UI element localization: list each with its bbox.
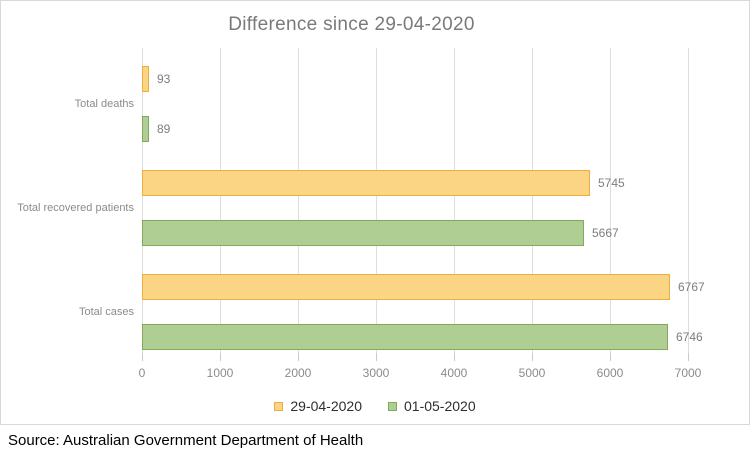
bar-value-label: 5667 <box>592 226 619 240</box>
x-tick-label: 5000 <box>518 366 546 380</box>
chart-title: Difference since 29-04-2020 <box>228 14 475 35</box>
axis-tick <box>532 353 533 361</box>
legend-swatch-yellow <box>274 401 284 411</box>
bar-value-label: 5745 <box>598 176 625 190</box>
legend: 29-04-2020 01-05-2020 <box>1 398 749 414</box>
bar-29-04-2020-Total cases <box>142 274 670 300</box>
bar-value-label: 6746 <box>676 330 703 344</box>
gridline <box>610 48 611 353</box>
axis-tick <box>454 353 455 361</box>
axis-tick <box>298 353 299 361</box>
axis-tick <box>376 353 377 361</box>
legend-item-series-2[interactable]: 01-05-2020 <box>388 398 476 414</box>
gridline <box>220 48 221 353</box>
gridline <box>688 48 689 353</box>
category-label: Total deaths <box>74 98 134 110</box>
axis-tick <box>610 353 611 361</box>
bar-01-05-2020-Total deaths <box>142 116 149 142</box>
x-tick-label: 2000 <box>284 366 312 380</box>
gridline <box>532 48 533 353</box>
bar-value-label: 93 <box>157 72 171 86</box>
category-label: Total cases <box>78 306 134 318</box>
legend-label: 29-04-2020 <box>290 398 362 414</box>
legend-label: 01-05-2020 <box>404 398 476 414</box>
chart-container: Difference since 29-04-2020 0 1000 2000 300… <box>0 0 750 425</box>
plot-area: 0 1000 2000 3000 4000 5000 6000 7000 93 5745 6767 8… <box>139 48 705 380</box>
bar-29-04-2020-Total deaths <box>142 66 149 92</box>
category-label: Total recovered patients <box>17 202 134 214</box>
bar-01-05-2020-Total cases <box>142 324 668 350</box>
x-tick-label: 4000 <box>440 366 468 380</box>
legend-swatch-green <box>388 401 397 411</box>
gridline <box>454 48 455 353</box>
x-tick-label: 3000 <box>362 366 390 380</box>
bar-value-label: 6767 <box>678 280 705 294</box>
legend-item-series-1[interactable]: 29-04-2020 <box>274 398 362 414</box>
axis-tick <box>142 353 143 361</box>
bar-value-label: 89 <box>157 122 171 136</box>
x-tick-label: 7000 <box>674 366 702 380</box>
x-tick-label: 0 <box>138 366 146 380</box>
axis-tick <box>220 353 221 361</box>
axis-tick <box>688 353 689 361</box>
gridline <box>142 48 143 353</box>
bar-01-05-2020-Total recovered patients <box>142 220 584 246</box>
gridline <box>376 48 377 353</box>
bar-29-04-2020-Total recovered patients <box>142 170 590 196</box>
x-tick-label: 1000 <box>206 366 234 380</box>
x-tick-label: 6000 <box>596 366 624 380</box>
source-note: Source: Australian Government Department… <box>8 432 364 449</box>
gridline <box>298 48 299 353</box>
